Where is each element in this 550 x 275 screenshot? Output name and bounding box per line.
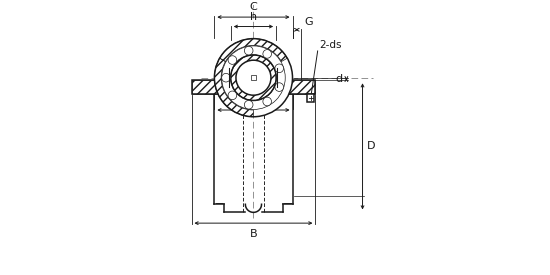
Text: B: B [250, 229, 257, 239]
Circle shape [236, 60, 271, 95]
Circle shape [231, 55, 276, 100]
Text: G: G [304, 17, 313, 27]
Circle shape [228, 91, 236, 100]
Text: 2-ds: 2-ds [320, 40, 342, 50]
Circle shape [244, 46, 253, 55]
Text: d: d [335, 74, 342, 84]
Text: S: S [230, 96, 238, 106]
Text: D: D [366, 141, 375, 151]
Circle shape [263, 97, 272, 106]
Bar [251, 75, 256, 80]
Circle shape [275, 83, 284, 91]
Circle shape [263, 50, 272, 58]
Bar [191, 80, 315, 94]
Bar [307, 94, 314, 102]
Circle shape [228, 56, 236, 64]
Circle shape [222, 73, 230, 82]
Circle shape [275, 64, 284, 73]
Text: h: h [250, 12, 257, 23]
Circle shape [244, 100, 253, 109]
FancyBboxPatch shape [191, 80, 315, 94]
Text: S₁: S₁ [267, 96, 279, 106]
Text: C: C [250, 2, 257, 12]
Circle shape [214, 39, 293, 117]
